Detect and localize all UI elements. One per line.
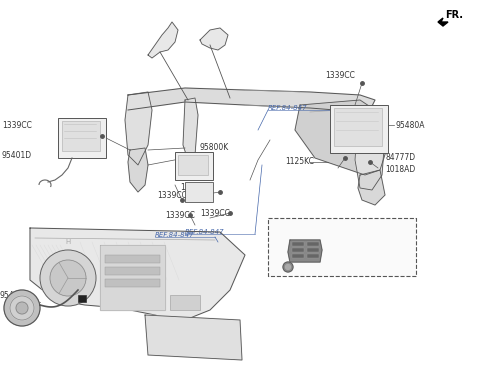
Text: 1339CC: 1339CC xyxy=(325,71,355,80)
Text: 95430D: 95430D xyxy=(0,291,30,300)
Circle shape xyxy=(4,290,40,326)
Polygon shape xyxy=(30,228,245,320)
Text: REF.84-847: REF.84-847 xyxy=(268,105,308,111)
Bar xyxy=(170,295,200,310)
Bar xyxy=(105,279,160,287)
Circle shape xyxy=(283,262,293,272)
Bar xyxy=(307,254,319,258)
Text: 1339CC: 1339CC xyxy=(180,183,210,193)
Polygon shape xyxy=(128,148,148,192)
Text: 1339CC: 1339CC xyxy=(165,211,195,220)
Text: (SMART KEY): (SMART KEY) xyxy=(272,223,321,232)
Text: H: H xyxy=(65,239,71,245)
Bar xyxy=(292,242,304,246)
Text: FR.: FR. xyxy=(445,10,463,20)
Text: 95800K: 95800K xyxy=(200,144,229,153)
Bar xyxy=(175,152,213,180)
Circle shape xyxy=(286,264,290,270)
Text: 1339CC: 1339CC xyxy=(200,209,230,217)
Polygon shape xyxy=(288,240,322,262)
Bar xyxy=(268,218,416,276)
Text: 1339CC: 1339CC xyxy=(157,191,187,200)
Polygon shape xyxy=(183,98,198,160)
Bar xyxy=(105,255,160,263)
Bar xyxy=(178,155,208,175)
Circle shape xyxy=(50,260,86,296)
Bar xyxy=(330,105,388,153)
Bar xyxy=(292,254,304,258)
Text: 84777D: 84777D xyxy=(385,153,415,162)
Bar xyxy=(292,248,304,252)
Bar xyxy=(307,242,319,246)
Text: 95413A: 95413A xyxy=(298,262,327,271)
Text: 1125KC: 1125KC xyxy=(285,158,314,167)
Polygon shape xyxy=(355,112,385,190)
Polygon shape xyxy=(100,245,165,310)
Bar xyxy=(105,267,160,275)
Polygon shape xyxy=(295,100,388,175)
Circle shape xyxy=(40,250,96,306)
Text: 95440K: 95440K xyxy=(326,244,355,253)
Polygon shape xyxy=(438,18,448,26)
Bar xyxy=(307,248,319,252)
Bar xyxy=(62,121,100,151)
Circle shape xyxy=(16,302,28,314)
Text: REF.84-847: REF.84-847 xyxy=(155,232,194,238)
Text: 1018AD: 1018AD xyxy=(385,165,415,173)
Text: REF.84-847: REF.84-847 xyxy=(185,229,225,235)
Text: 95480A: 95480A xyxy=(395,120,424,129)
Polygon shape xyxy=(145,315,242,360)
Polygon shape xyxy=(358,170,385,205)
Circle shape xyxy=(10,296,34,320)
Text: 95401D: 95401D xyxy=(2,150,32,159)
Bar xyxy=(58,118,106,158)
Polygon shape xyxy=(128,88,375,130)
Polygon shape xyxy=(148,22,178,58)
Polygon shape xyxy=(125,92,152,165)
Polygon shape xyxy=(200,28,228,50)
Text: 1339CC: 1339CC xyxy=(2,121,32,130)
Bar xyxy=(78,295,86,302)
Bar xyxy=(334,108,382,146)
Bar xyxy=(185,182,213,202)
